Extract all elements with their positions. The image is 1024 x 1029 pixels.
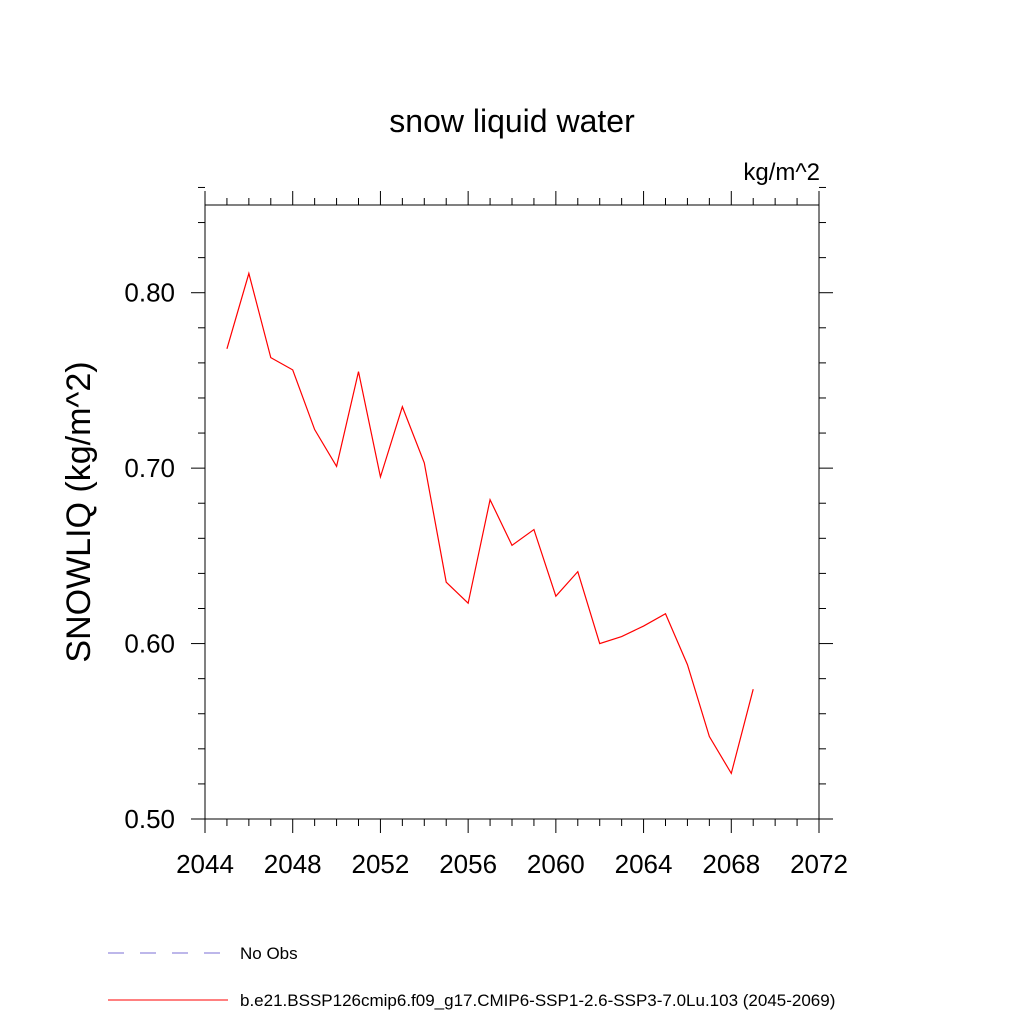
- x-tick-label: 2056: [439, 849, 497, 879]
- ticks-layer: 2044 2048 2052 2056 2060 2064 2068 2072 0.50 0.60…: [124, 186, 848, 879]
- data-point: [751, 687, 755, 691]
- x-tick-label: 2068: [702, 849, 760, 879]
- x-tick-label: 2064: [615, 849, 673, 879]
- series-layer: [225, 271, 755, 775]
- data-point: [510, 543, 514, 547]
- x-tick-label: 2048: [264, 849, 322, 879]
- legend-label: No Obs: [240, 944, 298, 963]
- data-point: [291, 368, 295, 372]
- data-point: [664, 612, 668, 616]
- data-point: [269, 356, 273, 360]
- data-point: [225, 347, 229, 351]
- legend: No Obs b.e21.BSSP126cmip6.f09_g17.CMIP6-S…: [108, 944, 835, 1010]
- data-point: [729, 771, 733, 775]
- data-point: [466, 601, 470, 605]
- data-point: [554, 594, 558, 598]
- plot-frame: [204, 204, 820, 820]
- data-point: [422, 461, 426, 465]
- x-tick-label: 2044: [176, 849, 234, 879]
- data-point: [685, 663, 689, 667]
- units-label: kg/m^2: [743, 159, 820, 186]
- data-point: [576, 570, 580, 574]
- data-point: [313, 428, 317, 432]
- data-point: [400, 405, 404, 409]
- chart-title: snow liquid water: [389, 103, 635, 139]
- y-axis-label: SNOWLIQ (kg/m^2): [60, 361, 98, 662]
- data-point: [444, 580, 448, 584]
- data-point: [642, 624, 646, 628]
- data-point: [620, 635, 624, 639]
- data-point: [378, 475, 382, 479]
- data-point: [247, 271, 251, 275]
- x-tick-label: 2052: [352, 849, 410, 879]
- legend-label: b.e21.BSSP126cmip6.f09_g17.CMIP6-SSP1-2.…: [240, 991, 835, 1010]
- y-tick-label: 0.60: [124, 629, 175, 659]
- data-point: [598, 642, 602, 646]
- x-tick-label: 2060: [527, 849, 585, 879]
- data-point: [707, 735, 711, 739]
- y-tick-label: 0.70: [124, 453, 175, 483]
- series-line: [226, 271, 754, 775]
- y-tick-label: 0.50: [124, 804, 175, 834]
- x-tick-label: 2072: [790, 849, 848, 879]
- data-point: [335, 464, 339, 468]
- data-point: [357, 370, 361, 374]
- y-tick-label: 0.80: [124, 278, 175, 308]
- data-point: [532, 528, 536, 532]
- data-point: [488, 498, 492, 502]
